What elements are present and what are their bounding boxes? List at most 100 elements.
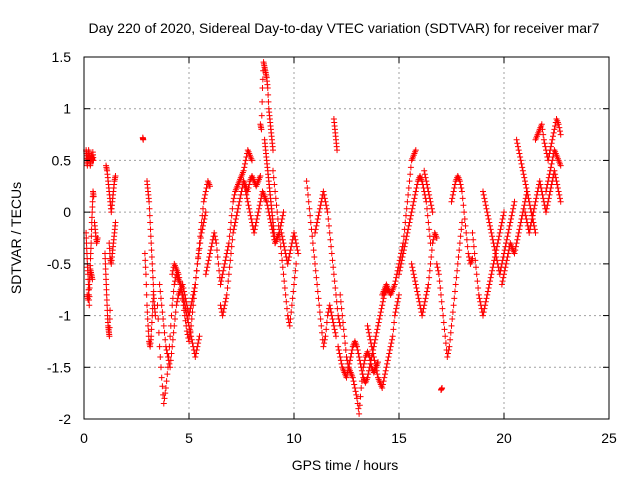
data-point	[354, 347, 361, 354]
data-point	[481, 305, 488, 312]
data-point	[412, 147, 419, 154]
data-point	[373, 329, 380, 336]
data-point	[158, 295, 164, 302]
data-point	[512, 243, 519, 250]
data-point	[522, 178, 528, 185]
data-point	[459, 219, 465, 226]
data-point	[392, 309, 399, 316]
data-point	[171, 322, 178, 329]
data-point	[439, 305, 446, 312]
data-point	[545, 195, 552, 202]
data-point	[102, 271, 109, 278]
data-point	[441, 326, 448, 333]
data-point	[393, 305, 400, 312]
data-point	[282, 291, 289, 298]
data-point	[515, 147, 522, 154]
data-point	[188, 298, 195, 305]
data-point	[427, 260, 434, 267]
data-point	[150, 288, 157, 295]
data-point	[142, 264, 149, 271]
data-point	[503, 260, 510, 267]
data-point	[404, 198, 411, 205]
data-point	[145, 322, 152, 329]
data-point	[181, 307, 188, 314]
data-point	[393, 302, 400, 309]
data-point	[557, 162, 564, 169]
data-point	[337, 353, 344, 360]
data-point	[488, 271, 495, 278]
data-point	[265, 98, 272, 105]
data-point	[421, 302, 428, 309]
data-point	[553, 178, 560, 185]
data-point	[503, 257, 510, 264]
data-point	[389, 333, 396, 340]
data-point	[435, 271, 442, 278]
data-point	[521, 174, 528, 181]
data-point	[88, 214, 95, 221]
data-point	[480, 312, 486, 319]
data-point	[452, 181, 458, 188]
data-point	[164, 371, 171, 378]
data-point	[524, 191, 531, 198]
data-point	[179, 297, 186, 304]
data-point	[522, 181, 529, 188]
data-point	[428, 253, 435, 260]
data-point	[511, 198, 518, 205]
data-point	[166, 360, 173, 367]
data-point	[321, 340, 328, 347]
data-point	[517, 157, 524, 164]
data-point	[498, 219, 505, 226]
data-point	[554, 185, 561, 192]
data-point	[251, 229, 258, 236]
data-point	[484, 209, 491, 216]
data-point	[339, 312, 346, 319]
data-point	[391, 281, 398, 288]
data-point	[407, 212, 414, 219]
data-point	[246, 209, 253, 216]
data-point	[512, 247, 519, 254]
data-point	[337, 357, 344, 364]
data-point	[379, 381, 386, 388]
data-point	[412, 281, 419, 288]
data-point	[433, 260, 440, 267]
data-point	[265, 91, 272, 98]
data-point	[555, 121, 562, 128]
data-point	[380, 295, 387, 302]
data-point	[213, 240, 220, 247]
data-point	[147, 233, 154, 240]
data-point	[200, 219, 207, 226]
data-point	[335, 347, 342, 354]
data-point	[321, 195, 328, 202]
data-point	[428, 205, 435, 212]
data-point	[223, 253, 230, 260]
data-point	[450, 188, 457, 195]
data-point	[142, 271, 149, 278]
data-point	[211, 233, 218, 240]
data-point	[337, 298, 344, 305]
data-point	[333, 333, 339, 340]
data-point	[352, 388, 359, 395]
data-point	[335, 343, 342, 350]
data-point	[388, 340, 395, 347]
data-point	[491, 247, 498, 254]
data-point	[278, 229, 285, 236]
data-point	[182, 317, 189, 324]
data-point	[493, 253, 500, 260]
data-point	[557, 195, 563, 202]
data-point	[233, 212, 240, 219]
data-point	[402, 240, 409, 247]
data-point	[520, 171, 527, 178]
data-point	[242, 185, 248, 192]
data-point	[317, 316, 324, 323]
data-point	[163, 347, 170, 354]
data-point	[547, 143, 554, 150]
data-point	[103, 291, 110, 298]
data-point	[375, 322, 381, 329]
data-point	[496, 233, 503, 240]
data-point	[382, 367, 389, 374]
data-point	[348, 350, 355, 357]
data-point	[376, 316, 383, 323]
data-point	[156, 343, 163, 350]
data-point	[356, 353, 363, 360]
data-point	[351, 381, 358, 388]
